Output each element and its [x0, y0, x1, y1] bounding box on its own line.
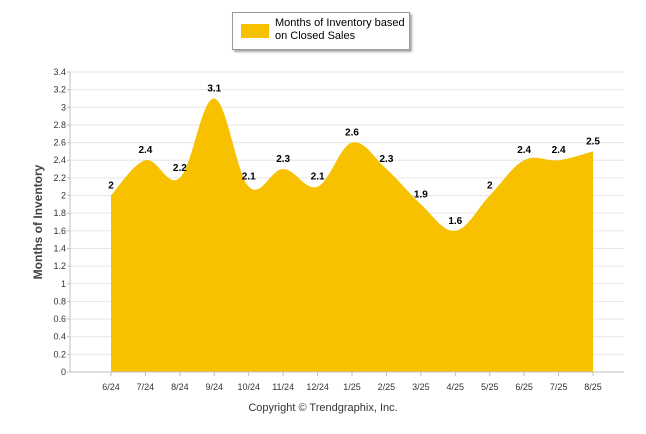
x-tick-label: 5/25 [481, 382, 499, 392]
data-label: 2.4 [552, 145, 566, 156]
data-label: 2.5 [586, 136, 600, 147]
x-tick-label: 1/25 [343, 382, 361, 392]
y-tick-label: 2.8 [53, 120, 66, 130]
y-tick-label: 1.2 [53, 261, 66, 271]
legend-swatch [241, 24, 269, 38]
y-tick-label: 1.4 [53, 243, 66, 253]
y-tick-label: 3.2 [53, 85, 66, 95]
area-series [110, 98, 594, 372]
x-tick-label: 10/24 [237, 382, 260, 392]
y-tick-label: 3 [61, 102, 66, 112]
y-tick-label: 1.6 [53, 226, 66, 236]
x-tick-label: 9/24 [206, 382, 224, 392]
data-label: 2.4 [138, 145, 152, 156]
y-tick-label: 0.8 [53, 296, 66, 306]
x-tick-label: 4/25 [447, 382, 465, 392]
data-label: 2.1 [311, 172, 325, 183]
area-fill [111, 98, 594, 372]
y-tick-label: 3.4 [53, 67, 66, 77]
y-tick-label: 1.8 [53, 208, 66, 218]
x-tick-label: 7/25 [550, 382, 568, 392]
data-label: 2 [487, 181, 493, 192]
y-tick-labels: 0 0.2 0.4 0.6 0.8 1 1.2 1.4 1.6 1.8 2 2.2 2.4 2.6 2.8 3… [53, 67, 66, 377]
data-label: 1.6 [448, 216, 462, 227]
y-tick-label: 1 [61, 279, 66, 289]
y-tick-label: 0.4 [53, 332, 66, 342]
x-tick-labels: 6/24 7/24 8/24 9/24 10/24 11/24 12/24 1/25 2/25 3… [102, 382, 602, 392]
y-tick-label: 2.6 [53, 138, 66, 148]
x-tick-label: 6/25 [515, 382, 533, 392]
copyright-text: Copyright © Trendgraphix, Inc. [248, 402, 398, 414]
data-label: 2.6 [345, 128, 359, 139]
data-label: 2.3 [276, 154, 290, 165]
axes [67, 71, 624, 376]
y-tick-label: 0.2 [53, 349, 66, 359]
legend-label: Months of Inventory based on Closed Sale… [275, 17, 405, 42]
data-label: 2.2 [173, 163, 187, 174]
x-tick-label: 8/24 [171, 382, 189, 392]
y-tick-label: 2.2 [53, 173, 66, 183]
x-tick-label: 8/25 [584, 382, 602, 392]
y-tick-label: 2.4 [53, 155, 66, 165]
data-label: 2.3 [379, 154, 393, 165]
data-label: 3.1 [207, 83, 221, 94]
data-labels: 2 2.4 2.2 3.1 2.1 2.3 2.1 2.6 2.3 1.9 1.6 2 2.4 2.4 2.… [108, 83, 600, 226]
legend: Months of Inventory based on Closed Sale… [232, 12, 410, 50]
x-tick-label: 3/25 [412, 382, 430, 392]
data-label: 2.1 [242, 172, 256, 183]
x-tick-label: 11/24 [272, 382, 294, 392]
x-tick-label: 12/24 [306, 382, 329, 392]
y-tick-label: 0.6 [53, 314, 66, 324]
data-label: 2 [108, 181, 114, 192]
y-tick-label: 0 [61, 367, 66, 377]
y-tick-label: 2 [61, 191, 66, 201]
data-label: 1.9 [414, 189, 428, 200]
data-label: 2.4 [517, 145, 531, 156]
x-tick-label: 2/25 [378, 382, 396, 392]
x-tick-label: 7/24 [137, 382, 155, 392]
x-tick-label: 6/24 [102, 382, 120, 392]
